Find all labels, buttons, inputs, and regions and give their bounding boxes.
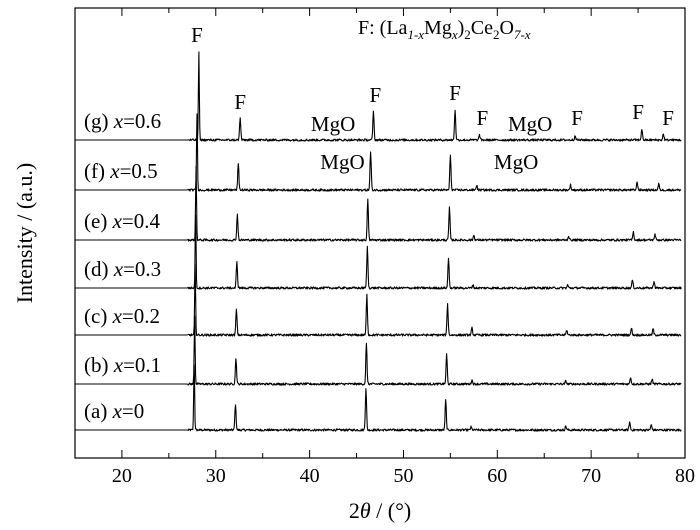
xrd-trace <box>187 315 682 386</box>
x-tick-label: 40 <box>300 465 320 487</box>
x-tick-label: 60 <box>487 465 507 487</box>
peak-annotation: F <box>449 81 461 105</box>
series-label: (a) x=0 <box>84 399 144 423</box>
series-label: (c) x=0.2 <box>84 304 160 328</box>
peak-annotation: F <box>571 106 583 130</box>
x-tick-label: 50 <box>393 465 413 487</box>
xrd-trace <box>187 166 682 242</box>
series-labels: (a) x=0 (b) x=0.1 (c) x=0.2 (d) x=0.3 (e) x=… <box>84 109 161 423</box>
series-label: (b) x=0.1 <box>84 353 161 377</box>
peak-annotation: F <box>234 90 246 114</box>
series-label: (f) x=0.5 <box>84 159 158 183</box>
peak-annotation: F <box>191 23 203 47</box>
y-axis-label: Intensity / (a.u.) <box>12 163 37 304</box>
peak-annotation: MgO <box>508 112 552 136</box>
x-tick-label: 30 <box>206 465 226 487</box>
peak-annotation: MgO <box>320 150 364 174</box>
x-axis-ticks <box>121 8 639 458</box>
peak-annotation: F <box>632 100 644 124</box>
xrd-trace <box>187 214 682 290</box>
peak-annotation: F <box>369 83 381 107</box>
x-axis-tick-labels: 20 30 40 50 60 70 80 <box>112 465 695 487</box>
xrd-trace <box>187 263 682 337</box>
xrd-trace <box>187 364 682 432</box>
peak-annotation: MgO <box>494 150 538 174</box>
x-axis-label: 2θ / (°) <box>349 498 411 523</box>
xrd-trace <box>187 51 682 142</box>
legend-formula: F: (La1-xMgx)2Ce2O7-x <box>358 17 531 42</box>
series-label: (g) x=0.6 <box>84 109 161 133</box>
peak-annotation: F <box>476 106 488 130</box>
x-tick-label: 70 <box>581 465 601 487</box>
xrd-traces <box>75 51 682 432</box>
peak-annotation: F <box>662 106 674 130</box>
xrd-trace <box>187 113 682 192</box>
series-label: (d) x=0.3 <box>84 257 161 281</box>
plot-frame <box>74 7 686 459</box>
series-label: (e) x=0.4 <box>84 209 160 233</box>
x-tick-label: 20 <box>112 465 132 487</box>
peak-annotation: MgO <box>311 112 355 136</box>
x-tick-label: 80 <box>675 465 695 487</box>
